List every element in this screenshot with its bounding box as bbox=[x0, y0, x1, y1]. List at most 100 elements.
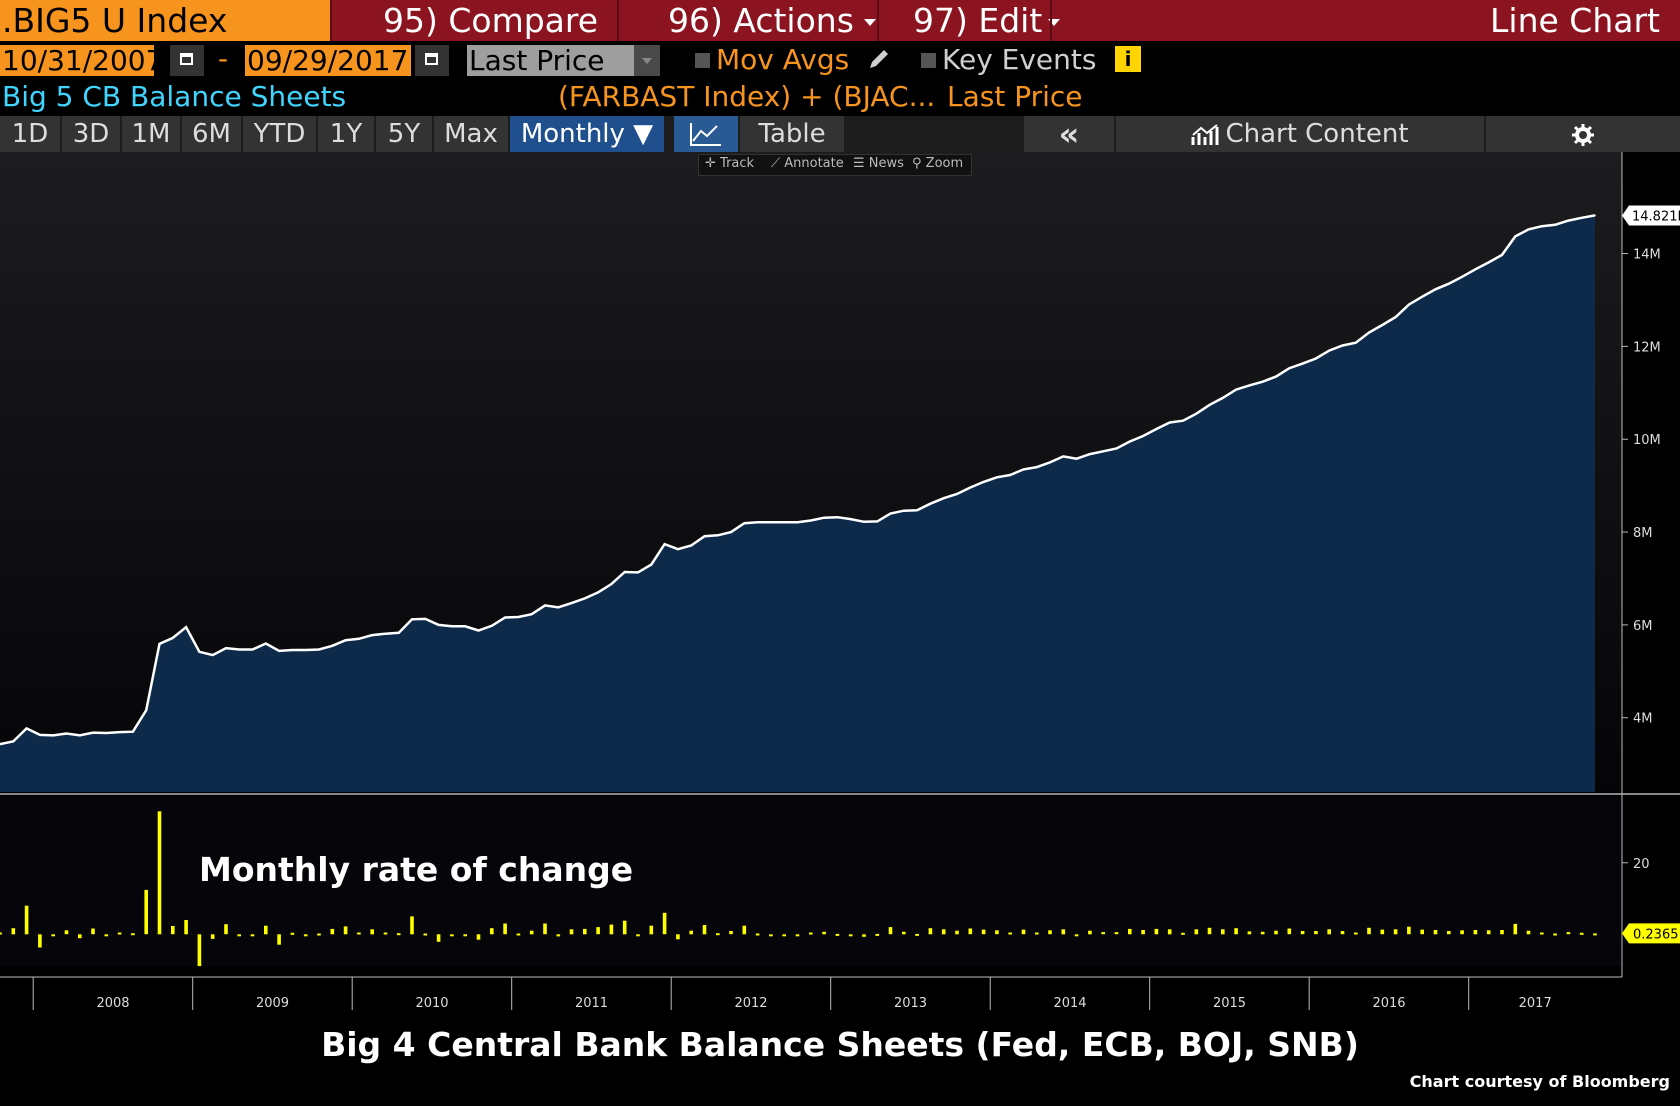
key-events-checkbox[interactable] bbox=[921, 53, 936, 68]
y-tick-label: 8M bbox=[1633, 526, 1653, 541]
annotate-tool[interactable]: ⟋ Annotate bbox=[771, 156, 844, 171]
data-point bbox=[1501, 254, 1503, 256]
rate-bar bbox=[1566, 932, 1571, 935]
period-button-1d[interactable]: 1D bbox=[0, 116, 60, 152]
period-button-1y[interactable]: 1Y bbox=[318, 116, 374, 152]
key-events-label: Key Events bbox=[942, 43, 1097, 76]
field-select-dropdown[interactable] bbox=[634, 45, 660, 76]
edit-menu[interactable]: 97) Edit bbox=[913, 0, 1061, 41]
data-point bbox=[398, 632, 400, 634]
data-point bbox=[663, 543, 666, 545]
period-button-max[interactable]: Max bbox=[434, 116, 508, 152]
data-point bbox=[1261, 380, 1264, 383]
data-point bbox=[344, 639, 347, 641]
start-date-field[interactable]: 10/31/2007 bbox=[0, 44, 164, 77]
rate-bar bbox=[330, 928, 335, 935]
data-point bbox=[956, 493, 958, 495]
data-point bbox=[1567, 219, 1570, 222]
rate-bar bbox=[490, 928, 494, 935]
series-field-label: Last Price bbox=[947, 80, 1083, 113]
period-button-6m[interactable]: 6M bbox=[182, 116, 241, 152]
data-point bbox=[437, 624, 440, 626]
mov-avgs-label: Mov Avgs bbox=[716, 43, 850, 76]
rate-bar bbox=[981, 929, 986, 935]
period-button-1m[interactable]: 1M bbox=[122, 116, 180, 152]
data-point bbox=[1182, 419, 1184, 422]
actions-menu[interactable]: 96) Actions bbox=[668, 0, 876, 41]
data-point bbox=[969, 486, 972, 489]
crosshair-icon: ✛ bbox=[705, 156, 716, 171]
mov-avgs-checkbox[interactable] bbox=[695, 53, 710, 68]
data-point bbox=[637, 571, 639, 574]
end-calendar-button[interactable] bbox=[415, 45, 449, 76]
rate-bar bbox=[144, 889, 148, 935]
x-tick-label: 2008 bbox=[96, 996, 129, 1011]
rate-bar bbox=[1247, 931, 1252, 935]
period-button-5y[interactable]: 5Y bbox=[376, 116, 432, 152]
rate-bar bbox=[1181, 932, 1185, 935]
settings-button[interactable] bbox=[1486, 116, 1680, 152]
data-point bbox=[557, 606, 560, 609]
data-point bbox=[1580, 217, 1583, 219]
rate-bar bbox=[1114, 932, 1119, 935]
news-tool[interactable]: ☰ News bbox=[853, 156, 904, 171]
end-date-field[interactable]: 09/29/2017 bbox=[245, 45, 411, 76]
rate-bar bbox=[277, 934, 281, 945]
info-icon[interactable]: i bbox=[1115, 46, 1141, 72]
edit-label: 97) Edit bbox=[913, 1, 1043, 40]
data-point bbox=[118, 731, 121, 733]
chart-area[interactable]: 4M 6M 8M 10M 12M 14M 14.821M 20 0.2365 2008 2009 20… bbox=[0, 152, 1680, 1022]
calendar-icon bbox=[180, 53, 193, 65]
rate-bar bbox=[357, 932, 361, 935]
credit-line: Chart courtesy of Bloomberg bbox=[1409, 1072, 1670, 1091]
rate-bar bbox=[1327, 929, 1331, 935]
rate-bar bbox=[1221, 929, 1225, 935]
rate-bar bbox=[556, 934, 561, 937]
data-point bbox=[79, 734, 81, 737]
start-calendar-button[interactable] bbox=[170, 45, 204, 76]
data-point bbox=[1168, 421, 1171, 424]
data-point bbox=[876, 520, 879, 523]
rate-bar bbox=[1128, 928, 1132, 935]
field-select[interactable]: Last Price bbox=[467, 45, 634, 76]
rate-bar bbox=[609, 924, 614, 935]
zoom-tool[interactable]: ⚲ Zoom bbox=[912, 156, 963, 171]
rate-bar bbox=[1008, 932, 1012, 935]
collapse-panel-button[interactable]: « bbox=[1024, 116, 1114, 152]
rate-bar bbox=[290, 932, 295, 935]
data-point bbox=[929, 502, 932, 505]
data-point bbox=[172, 637, 174, 639]
period-button-ytd[interactable]: YTD bbox=[243, 116, 316, 152]
rate-bar bbox=[1207, 927, 1212, 935]
rate-bar bbox=[78, 934, 82, 939]
chart-type-label: Line Chart bbox=[1490, 1, 1660, 40]
rate-bar bbox=[875, 933, 880, 936]
data-point bbox=[1394, 316, 1397, 318]
ticker-field[interactable]: .BIG5 U Index bbox=[0, 0, 330, 41]
data-point bbox=[318, 648, 320, 651]
data-point bbox=[1275, 375, 1277, 378]
data-point bbox=[849, 518, 852, 520]
pencil-icon[interactable] bbox=[866, 46, 892, 72]
news-icon: ☰ bbox=[853, 156, 865, 171]
line-chart-view-button[interactable] bbox=[674, 116, 738, 152]
data-point bbox=[570, 602, 573, 604]
chart-content-button[interactable]: Chart Content bbox=[1116, 116, 1484, 152]
track-tool[interactable]: ✛ Track bbox=[705, 156, 754, 171]
data-point bbox=[1208, 404, 1211, 406]
rate-bar bbox=[902, 931, 906, 935]
rate-bar bbox=[1460, 930, 1464, 935]
data-point bbox=[810, 519, 812, 522]
rate-bar bbox=[1194, 929, 1199, 935]
period-button-3d[interactable]: 3D bbox=[62, 116, 120, 152]
x-tick-label: 2013 bbox=[894, 996, 927, 1011]
compare-button[interactable]: 95) Compare bbox=[383, 0, 598, 41]
data-point bbox=[331, 645, 334, 647]
table-view-button[interactable]: Table bbox=[740, 116, 844, 152]
rate-bar bbox=[941, 929, 946, 935]
frequency-select[interactable]: Monthly ▼ bbox=[510, 116, 664, 152]
data-point bbox=[185, 626, 187, 628]
rate-bar bbox=[104, 934, 109, 937]
x-tick-label: 2011 bbox=[575, 996, 608, 1011]
data-point bbox=[1448, 282, 1450, 285]
